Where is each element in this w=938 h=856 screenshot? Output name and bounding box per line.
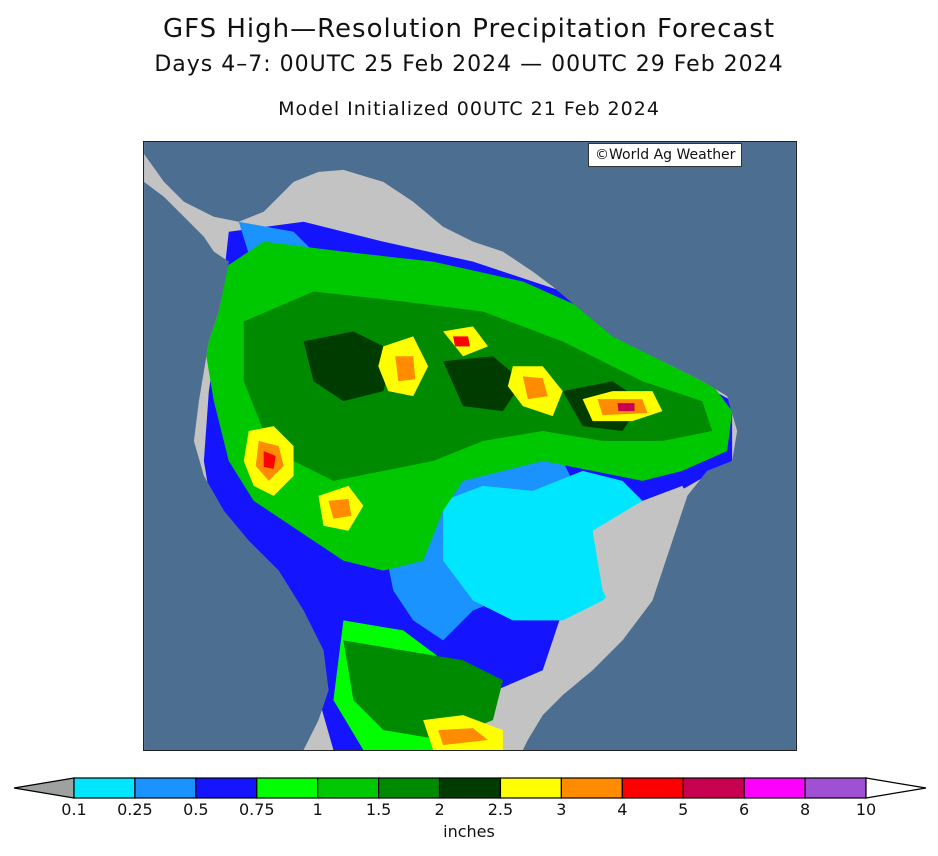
color-scale-legend: [13, 777, 927, 799]
heavy-cell-3-core: [395, 356, 416, 382]
legend-tick-label: 2.5: [487, 800, 514, 819]
legend-swatch: [195, 777, 258, 799]
legend-swatch: [73, 777, 136, 799]
heavy-cell-1-peak: [263, 450, 276, 469]
copyright-label: ©World Ag Weather: [588, 143, 743, 167]
legend-tick-label: 6: [739, 800, 750, 819]
legend-tick-label: 2: [434, 800, 445, 819]
legend-swatch: [256, 777, 319, 799]
precip-field: [203, 221, 733, 750]
legend-tick-label: 1.5: [365, 800, 392, 819]
legend-tick-label: 0.25: [117, 800, 153, 819]
legend-tick-label: 10: [855, 800, 877, 819]
legend-tick-label: 0.75: [238, 800, 275, 819]
forecast-period: Days 4–7: 00UTC 25 Feb 2024 — 00UTC 29 F…: [154, 52, 784, 77]
legend-tick-label: 1: [312, 800, 323, 819]
heavy-cell-6-peak: [617, 403, 635, 412]
model-init-line: Model Initialized 00UTC 21 Feb 2024: [278, 98, 660, 120]
map-title: GFS High—Resolution Precipitation Foreca…: [162, 14, 776, 44]
legend-swatch: [134, 777, 197, 799]
heavy-cell-5-core: [522, 376, 548, 400]
legend-swatch: [560, 777, 623, 799]
legend-tick-label: 8: [799, 800, 811, 819]
heavy-cell-7-core: [438, 728, 488, 746]
legend-swatch: [743, 777, 806, 799]
legend-arrow-low: [13, 777, 75, 799]
legend-swatch: [621, 777, 684, 799]
legend-swatch: [438, 777, 502, 799]
precip-0.1-0.25: [443, 470, 653, 621]
legend-tick-label: 4: [617, 800, 628, 819]
legend-swatch: [682, 777, 745, 799]
legend-arrow-high: [865, 777, 927, 799]
legend-swatch: [317, 777, 380, 799]
legend-tick-label: 0.1: [61, 800, 87, 819]
heavy-cell-2-core: [328, 498, 352, 519]
legend-swatch: [378, 777, 441, 799]
legend-tick-label: 3: [556, 800, 567, 819]
legend-swatch: [804, 777, 867, 799]
precipitation-map: [143, 141, 797, 751]
heavy-precip-cells: [243, 326, 663, 750]
legend-tick-label: 0.5: [183, 800, 209, 819]
legend-tick-label: 5: [678, 800, 689, 819]
heavy-cell-4-core: [453, 336, 470, 347]
legend-units-label: inches: [443, 822, 495, 841]
legend-swatch: [499, 777, 562, 799]
